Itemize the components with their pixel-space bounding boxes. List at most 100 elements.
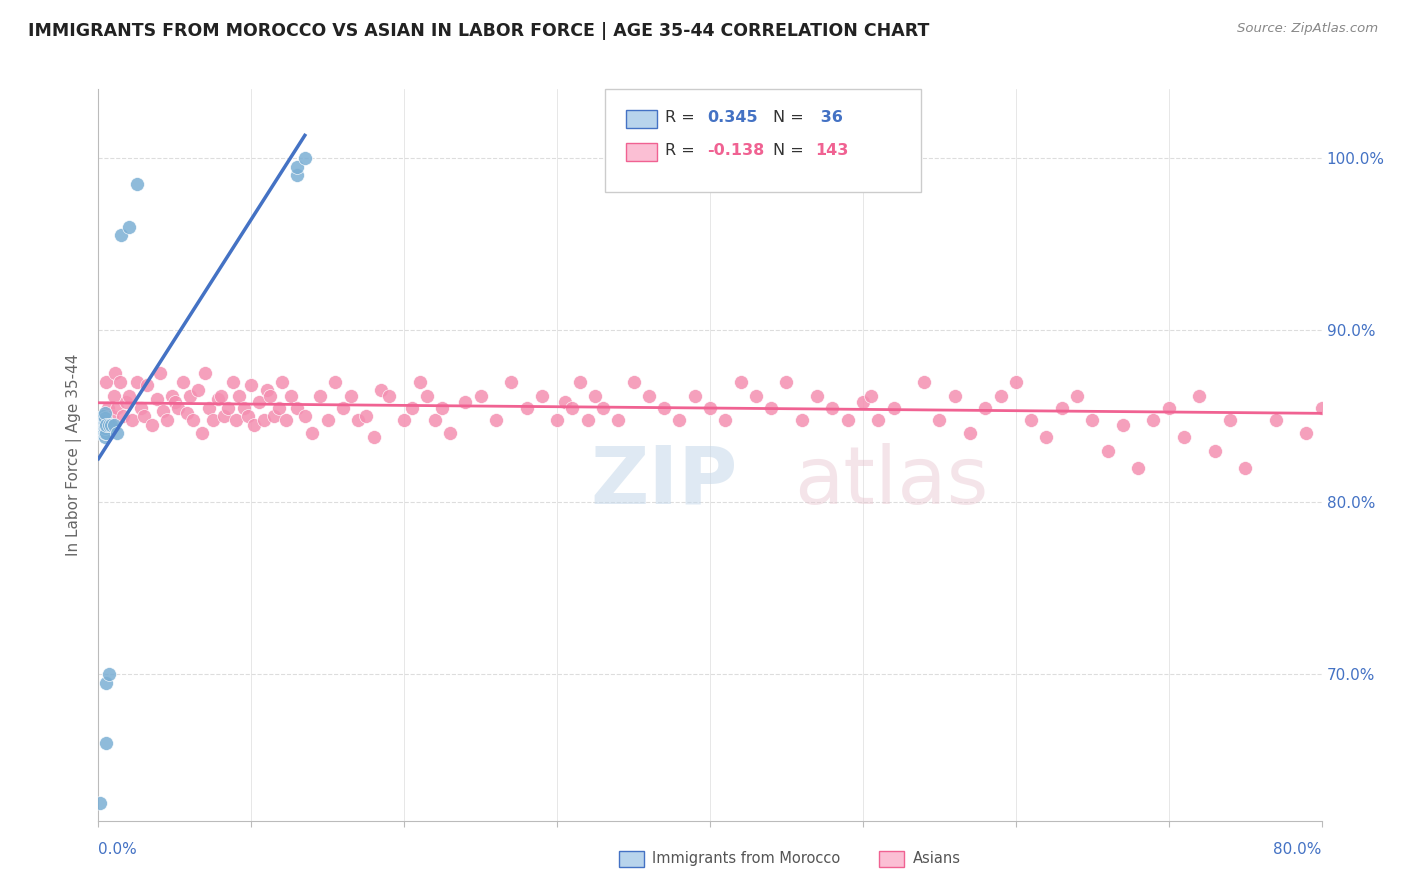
Point: [607, 412, 630, 426]
Point: [276, 412, 298, 426]
Point: [1128, 460, 1150, 475]
Point: [115, 395, 138, 409]
Point: [125, 177, 148, 191]
Point: [91, 417, 114, 432]
Point: [97, 401, 120, 415]
Point: [93, 411, 115, 425]
Point: [238, 409, 260, 424]
Point: [1019, 412, 1042, 426]
Point: [623, 375, 645, 389]
Point: [294, 151, 316, 165]
Point: [837, 412, 859, 426]
Point: [103, 417, 125, 432]
Point: [821, 401, 844, 415]
Point: [93, 412, 115, 426]
Text: IMMIGRANTS FROM MOROCCO VS ASIAN IN LABOR FORCE | AGE 35-44 CORRELATION CHART: IMMIGRANTS FROM MOROCCO VS ASIAN IN LABO…: [28, 22, 929, 40]
Point: [1295, 426, 1317, 441]
Point: [790, 412, 813, 426]
Point: [91, 412, 114, 426]
Text: 36: 36: [815, 111, 844, 125]
Point: [207, 392, 229, 406]
Point: [1264, 412, 1286, 426]
Point: [1188, 388, 1211, 402]
Point: [93, 430, 115, 444]
Point: [583, 388, 606, 402]
Point: [94, 417, 117, 432]
Point: [325, 375, 347, 389]
Point: [1157, 401, 1180, 415]
Text: 0.0%: 0.0%: [98, 842, 138, 856]
Point: [285, 168, 308, 182]
Point: [546, 412, 568, 426]
Point: [683, 388, 706, 402]
Point: [104, 366, 127, 380]
Point: [1310, 401, 1333, 415]
Point: [652, 401, 675, 415]
Y-axis label: In Labor Force | Age 35-44: In Labor Force | Age 35-44: [66, 354, 83, 556]
Point: [94, 736, 117, 750]
Point: [103, 388, 125, 402]
Text: R =: R =: [665, 144, 700, 158]
Point: [202, 412, 225, 426]
Point: [141, 417, 163, 432]
Point: [197, 401, 219, 415]
Point: [176, 406, 198, 420]
Point: [136, 378, 159, 392]
Point: [179, 388, 201, 402]
Point: [1386, 271, 1406, 285]
Point: [93, 414, 115, 428]
Point: [759, 401, 782, 415]
Point: [94, 375, 117, 389]
Point: [516, 401, 538, 415]
Point: [561, 401, 583, 415]
Point: [378, 388, 401, 402]
Point: [332, 401, 354, 415]
Point: [354, 409, 377, 424]
Point: [301, 426, 323, 441]
Point: [439, 426, 461, 441]
Point: [89, 797, 111, 811]
Point: [149, 366, 172, 380]
Point: [152, 404, 174, 418]
Point: [90, 417, 112, 432]
Point: [98, 417, 121, 432]
Point: [501, 375, 523, 389]
Text: N =: N =: [773, 111, 810, 125]
Point: [105, 401, 128, 415]
Point: [294, 409, 316, 424]
Text: 0.345: 0.345: [707, 111, 758, 125]
Point: [883, 401, 905, 415]
Point: [118, 219, 141, 234]
Point: [316, 412, 339, 426]
Text: 143: 143: [815, 144, 849, 158]
Point: [1142, 412, 1164, 426]
Point: [167, 401, 190, 415]
Point: [730, 375, 752, 389]
Point: [432, 401, 454, 415]
Point: [285, 401, 308, 415]
Point: [89, 417, 111, 432]
Point: [990, 388, 1012, 402]
Point: [868, 412, 890, 426]
Point: [256, 384, 278, 398]
Point: [225, 412, 247, 426]
Text: R =: R =: [665, 111, 700, 125]
Text: Immigrants from Morocco: Immigrants from Morocco: [652, 852, 841, 866]
Point: [252, 412, 274, 426]
Point: [592, 401, 614, 415]
Point: [408, 375, 430, 389]
Point: [94, 676, 117, 690]
Point: [90, 423, 112, 437]
Point: [93, 421, 115, 435]
Point: [285, 160, 308, 174]
Point: [859, 388, 882, 402]
Point: [93, 406, 115, 420]
Point: [105, 426, 128, 441]
Point: [181, 412, 204, 426]
Point: [94, 426, 117, 441]
Point: [90, 412, 112, 426]
Point: [569, 375, 592, 389]
Point: [1050, 401, 1073, 415]
Point: [259, 388, 281, 402]
Point: [267, 401, 290, 415]
